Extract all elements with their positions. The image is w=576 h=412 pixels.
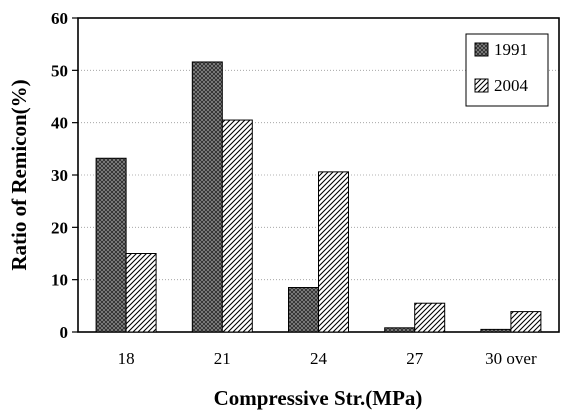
y-axis-ticks: 0 10 20 30 40 50 60 <box>51 9 78 342</box>
bar-2004-21 <box>221 119 253 333</box>
x-tick-label-18: 18 <box>118 349 135 368</box>
x-axis-title: Compressive Str.(MPa) <box>214 386 423 410</box>
bar-1991-27 <box>384 327 416 333</box>
bar-2004-24 <box>318 171 349 333</box>
x-axis-ticks: 18 21 24 27 30 over <box>118 349 537 368</box>
x-tick-label-30-over: 30 over <box>485 349 537 368</box>
bar-2004-30-over <box>510 311 542 333</box>
x-tick-label-24: 24 <box>310 349 328 368</box>
y-axis-title: Ratio of Remicon(%) <box>7 79 31 270</box>
y-tick-label-0: 0 <box>60 323 69 342</box>
y-tick-label-20: 20 <box>51 218 68 237</box>
bars <box>95 61 542 333</box>
y-tick-label-60: 60 <box>51 9 68 28</box>
y-tick-label-10: 10 <box>51 271 68 290</box>
bar-2004-27 <box>414 302 446 333</box>
bar-1991-24 <box>288 287 319 333</box>
y-tick-label-30: 30 <box>51 166 68 185</box>
legend-label-2004: 2004 <box>494 76 529 95</box>
legend-label-1991: 1991 <box>494 40 528 59</box>
legend: 1991 2004 <box>465 33 549 107</box>
bar-1991-21 <box>191 61 223 333</box>
legend-swatch-2004 <box>474 78 489 93</box>
x-tick-label-21: 21 <box>214 349 231 368</box>
bar-1991-30-over <box>480 328 512 333</box>
y-tick-label-40: 40 <box>51 114 68 133</box>
bar-2004-18 <box>125 253 157 333</box>
y-tick-label-50: 50 <box>51 61 68 80</box>
x-tick-label-27: 27 <box>406 349 424 368</box>
bar-1991-18 <box>95 157 127 333</box>
legend-swatch-1991 <box>474 42 489 57</box>
